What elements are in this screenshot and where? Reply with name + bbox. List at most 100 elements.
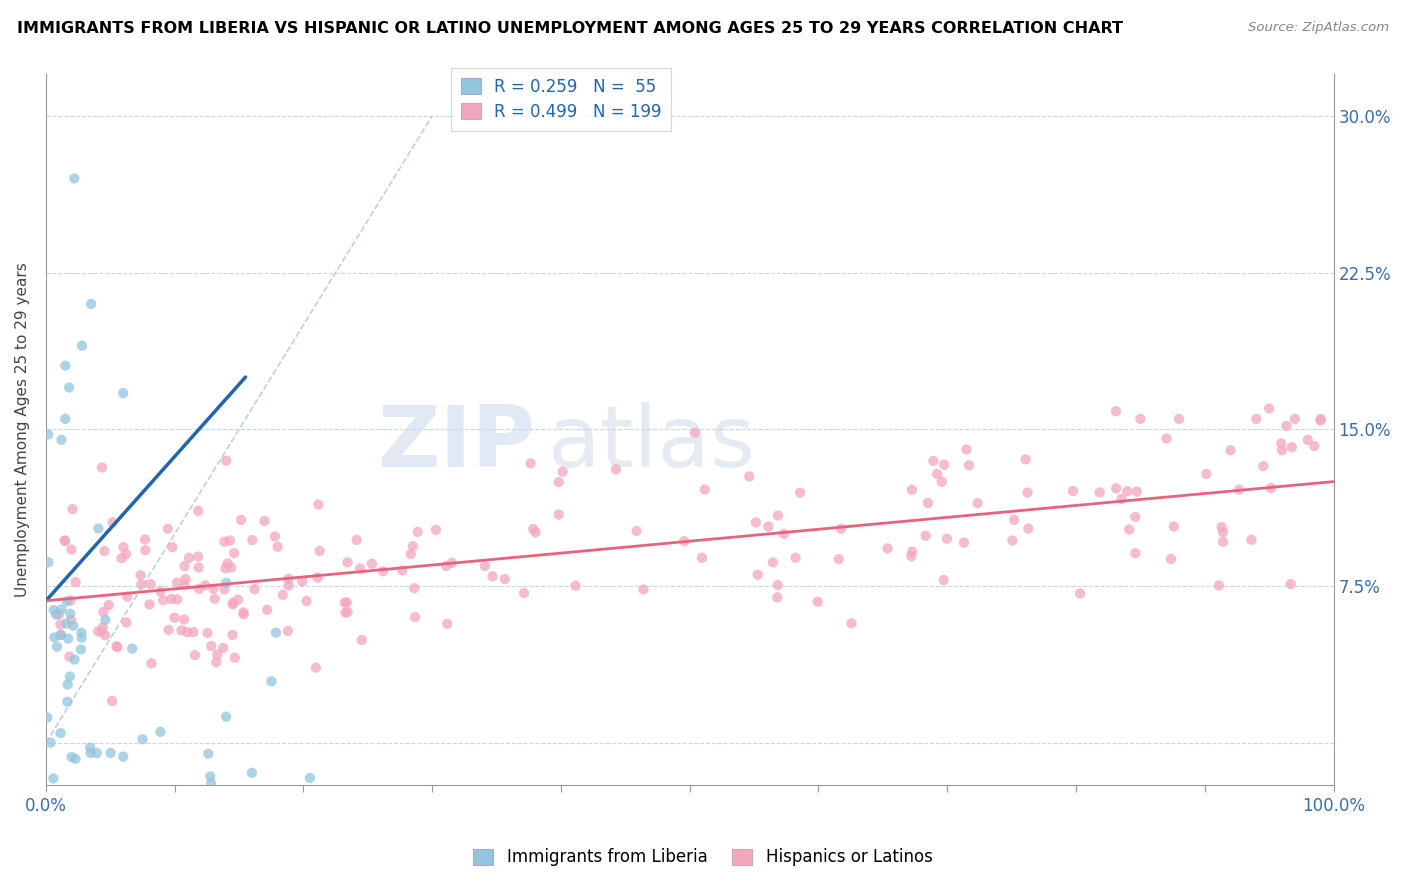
Point xyxy=(141,657,163,671)
Point xyxy=(197,626,219,640)
Point xyxy=(49,617,72,632)
Point xyxy=(605,462,627,476)
Point xyxy=(271,588,294,602)
Point xyxy=(1105,404,1128,418)
Point xyxy=(49,628,72,642)
Point xyxy=(90,624,112,639)
Point xyxy=(48,607,70,622)
Point xyxy=(101,694,124,708)
Point xyxy=(215,575,238,590)
Point xyxy=(828,552,851,566)
Point xyxy=(39,736,62,750)
Point xyxy=(1227,483,1250,497)
Point xyxy=(80,297,103,311)
Point xyxy=(1296,433,1319,447)
Point xyxy=(690,550,713,565)
Point xyxy=(1309,413,1331,427)
Point xyxy=(1105,481,1128,495)
Point xyxy=(131,577,153,591)
Point xyxy=(298,771,321,785)
Point xyxy=(1195,467,1218,481)
Point xyxy=(60,750,83,764)
Point xyxy=(156,522,179,536)
Point xyxy=(134,533,156,547)
Point xyxy=(524,525,547,540)
Point xyxy=(162,540,184,554)
Point xyxy=(70,339,93,353)
Point xyxy=(564,579,586,593)
Point xyxy=(253,514,276,528)
Point xyxy=(1309,412,1331,426)
Point xyxy=(214,561,236,575)
Point xyxy=(51,433,73,447)
Point xyxy=(745,516,768,530)
Point xyxy=(474,559,496,574)
Point xyxy=(110,551,132,566)
Point xyxy=(291,574,314,589)
Point xyxy=(55,616,77,631)
Point xyxy=(901,483,924,497)
Point xyxy=(1270,436,1292,450)
Point xyxy=(922,454,945,468)
Point xyxy=(693,483,716,497)
Point xyxy=(1260,481,1282,495)
Point xyxy=(336,595,359,609)
Point xyxy=(404,581,426,595)
Point xyxy=(399,547,422,561)
Point xyxy=(152,593,174,607)
Point xyxy=(1111,491,1133,506)
Point xyxy=(1125,546,1147,560)
Point xyxy=(112,540,135,554)
Point xyxy=(72,784,94,798)
Point xyxy=(371,564,394,578)
Point xyxy=(56,594,79,608)
Point xyxy=(1001,533,1024,548)
Point xyxy=(277,624,299,638)
Point xyxy=(60,613,83,627)
Point xyxy=(747,567,769,582)
Point xyxy=(138,598,160,612)
Point xyxy=(335,606,357,620)
Point xyxy=(434,558,457,573)
Point xyxy=(1118,523,1140,537)
Point xyxy=(935,532,957,546)
Legend: R = 0.259   N =  55, R = 0.499   N = 199: R = 0.259 N = 55, R = 0.499 N = 199 xyxy=(450,68,672,131)
Point xyxy=(1212,524,1234,539)
Point xyxy=(513,586,536,600)
Point xyxy=(49,628,72,642)
Point xyxy=(187,549,209,564)
Point xyxy=(63,171,86,186)
Point xyxy=(112,749,135,764)
Point xyxy=(1284,412,1306,426)
Point xyxy=(1014,452,1036,467)
Point xyxy=(160,592,183,607)
Point xyxy=(224,650,246,665)
Point xyxy=(240,765,263,780)
Point xyxy=(830,522,852,536)
Point xyxy=(264,529,287,543)
Point xyxy=(633,582,655,597)
Point xyxy=(1208,578,1230,592)
Point xyxy=(59,593,82,607)
Point xyxy=(1129,412,1152,426)
Point xyxy=(260,674,283,689)
Point xyxy=(56,677,79,691)
Point xyxy=(112,848,135,863)
Point xyxy=(1163,519,1185,533)
Point xyxy=(163,611,186,625)
Point xyxy=(256,603,278,617)
Point xyxy=(766,578,789,592)
Point xyxy=(1156,431,1178,445)
Point xyxy=(214,582,236,597)
Point xyxy=(955,442,977,457)
Point xyxy=(184,648,207,662)
Point xyxy=(1275,418,1298,433)
Point xyxy=(56,695,79,709)
Point xyxy=(346,533,368,547)
Point xyxy=(70,625,93,640)
Point xyxy=(481,569,503,583)
Point xyxy=(115,547,138,561)
Point xyxy=(176,625,198,640)
Point xyxy=(214,534,236,549)
Point xyxy=(295,594,318,608)
